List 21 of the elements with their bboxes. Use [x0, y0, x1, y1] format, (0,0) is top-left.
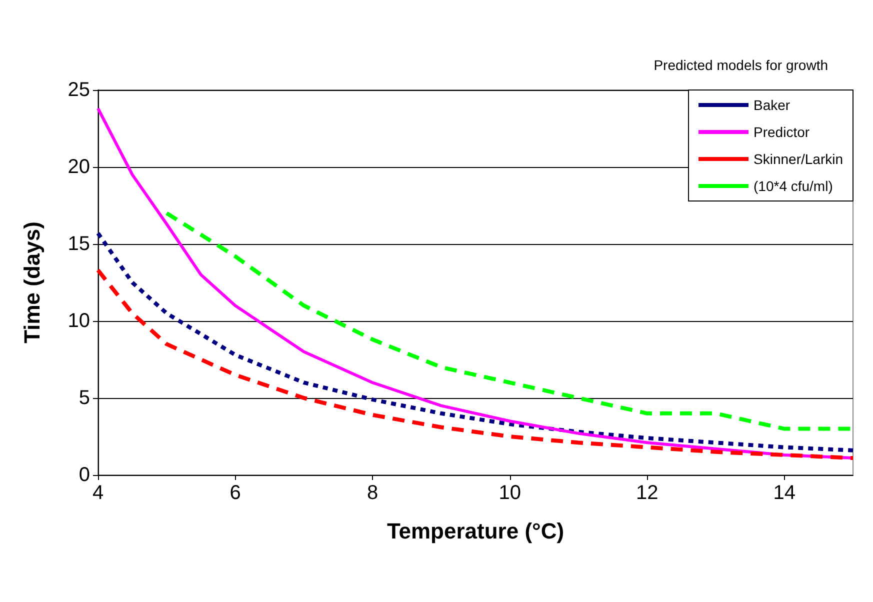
- y-axis-title: Time (days): [20, 222, 44, 344]
- legend-label: Predictor: [754, 124, 810, 140]
- y-tick-label: 0: [78, 464, 90, 486]
- line-series: [96, 231, 855, 452]
- legend-label: Skinner/Larkin: [754, 151, 844, 167]
- y-tick-label: 15: [68, 233, 90, 255]
- legend-label: (10*4 cfu/ml): [754, 178, 833, 194]
- x-tick-label: 10: [498, 482, 521, 504]
- y-tick-label: 20: [68, 156, 90, 178]
- x-axis-title: Temperature (°C): [386, 518, 564, 544]
- legend-title: Predicted models for growth: [654, 57, 828, 73]
- x-tick-label: 6: [230, 482, 241, 504]
- x-tick-label: 4: [92, 482, 104, 504]
- x-tick-label: 14: [773, 482, 796, 504]
- legend-label: Baker: [754, 97, 790, 113]
- line-series: [96, 268, 855, 460]
- y-tick-label: 10: [68, 310, 90, 332]
- y-tick-label: 25: [68, 79, 90, 101]
- x-tick-label: 12: [636, 482, 658, 504]
- y-tick-label: 5: [78, 387, 90, 409]
- x-tick-label: 8: [366, 482, 378, 504]
